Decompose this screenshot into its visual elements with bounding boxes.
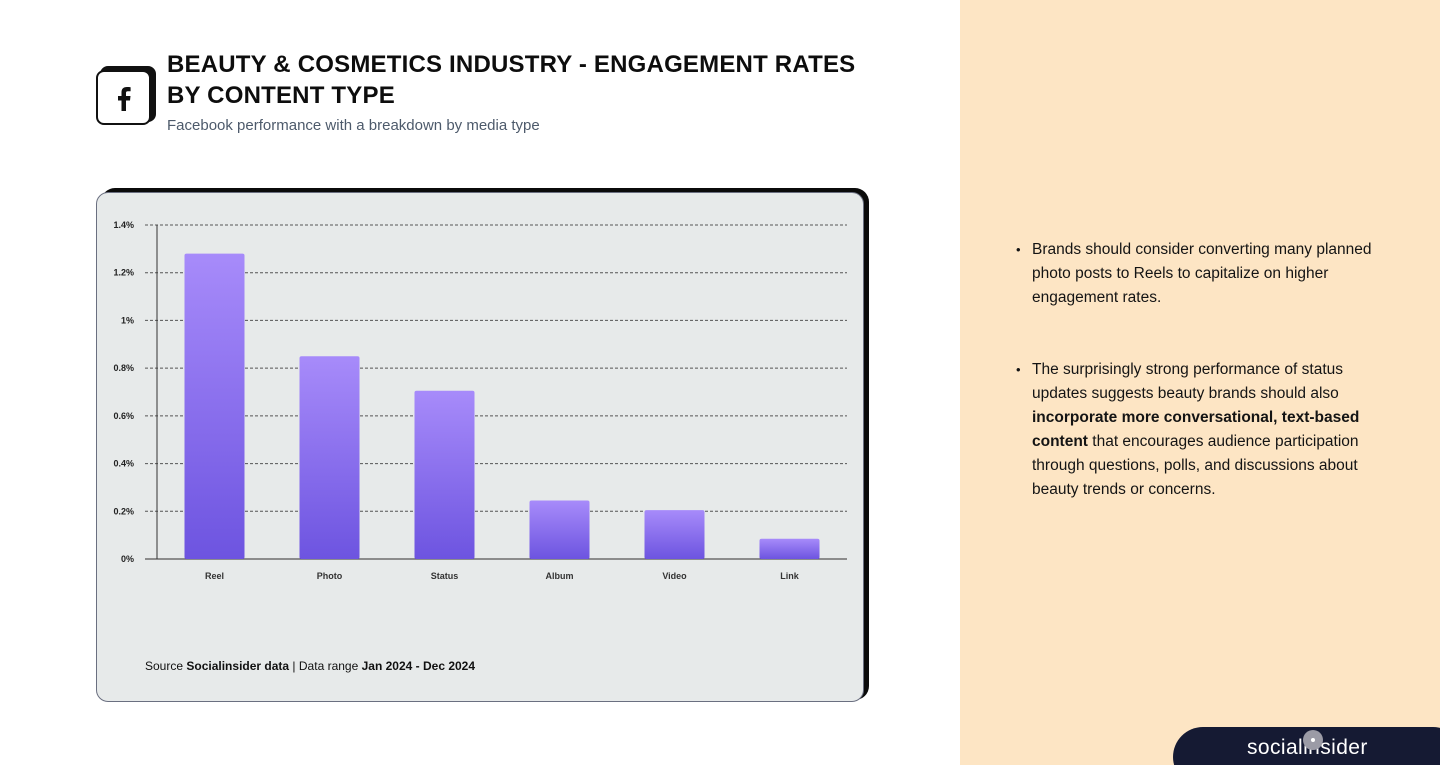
main-panel: BEAUTY & COSMETICS INDUSTRY - ENGAGEMENT…: [96, 51, 869, 702]
date-range: Jan 2024 - Dec 2024: [361, 659, 476, 673]
x-tick-label: Status: [431, 571, 459, 581]
y-tick-label: 0.2%: [113, 506, 134, 516]
page-subtitle: Facebook performance with a breakdown by…: [167, 117, 540, 134]
bar-link: [759, 538, 820, 559]
bar-photo: [299, 356, 360, 559]
facebook-icon: [117, 86, 131, 111]
source-line: Source Socialinsider data | Data range J…: [145, 659, 475, 673]
x-tick-label: Photo: [317, 571, 343, 581]
x-tick-label: Album: [546, 571, 574, 581]
x-tick-label: Link: [780, 571, 799, 581]
y-tick-label: 1.2%: [113, 268, 134, 278]
insight-text-2-bold: incorporate more conversational, text-ba…: [1032, 409, 1360, 450]
y-tick-label: 0.6%: [113, 411, 134, 421]
insight-item: The surprisingly strong performance of s…: [1016, 358, 1376, 502]
source-prefix: Source: [145, 659, 184, 673]
insight-text-1: Brands should consider converting many p…: [1032, 241, 1372, 306]
y-tick-label: 0.4%: [113, 459, 134, 469]
y-tick-label: 0.8%: [113, 363, 134, 373]
insight-text-2a: The surprisingly strong performance of s…: [1032, 361, 1343, 402]
source-name: Socialinsider data: [186, 659, 290, 673]
facebook-badge: [96, 66, 156, 126]
insights-list: Brands should consider converting many p…: [1016, 238, 1376, 502]
bar-video: [644, 510, 705, 559]
page-title: BEAUTY & COSMETICS INDUSTRY - ENGAGEMENT…: [167, 51, 856, 109]
y-tick-label: 1.4%: [113, 220, 134, 230]
bar-chart: 0% 0.2% 0.4% 0.6% 0.8% 1% 1.2% 1.4% Reel Photo St…: [113, 220, 847, 581]
insight-item: Brands should consider converting many p…: [1016, 238, 1376, 310]
y-tick-label: 0%: [121, 554, 134, 564]
bar-reel: [184, 253, 245, 559]
logo-dot-icon: [1303, 730, 1323, 750]
chart-card: 0% 0.2% 0.4% 0.6% 0.8% 1% 1.2% 1.4% Reel Photo St…: [96, 192, 864, 702]
y-tick-label: 1%: [121, 315, 134, 325]
x-tick-label: Video: [662, 571, 687, 581]
insight-text-2b: that encourages audience participation t…: [1032, 433, 1359, 498]
range-label: Data range: [298, 659, 359, 673]
bar-status: [414, 390, 475, 559]
x-tick-label: Reel: [205, 571, 224, 581]
source-separator: |: [292, 659, 296, 673]
bar-album: [529, 500, 590, 559]
